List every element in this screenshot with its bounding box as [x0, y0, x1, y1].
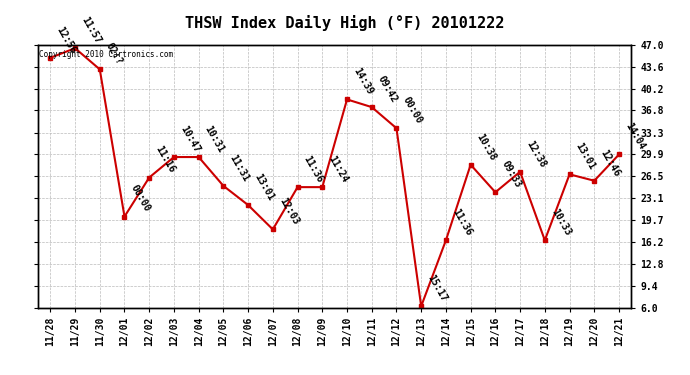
Text: 12:46: 12:46 — [598, 147, 622, 178]
Text: 12:03: 12:03 — [277, 196, 300, 226]
Text: 11:31: 11:31 — [228, 153, 251, 183]
Text: 10:38: 10:38 — [475, 132, 498, 162]
Text: 09:33: 09:33 — [500, 159, 523, 189]
Text: 10:47: 10:47 — [178, 124, 201, 154]
Text: 00:00: 00:00 — [401, 95, 424, 126]
Text: 10:31: 10:31 — [203, 124, 226, 154]
Text: 12:56: 12:56 — [55, 25, 78, 55]
Text: 12:38: 12:38 — [524, 138, 548, 169]
Text: 11:36: 11:36 — [450, 207, 473, 237]
Text: 14:39: 14:39 — [351, 66, 375, 97]
Text: Copyright 2010 Cartronics.com: Copyright 2010 Cartronics.com — [39, 50, 172, 59]
Text: 13:01: 13:01 — [253, 172, 275, 202]
Text: 11:57: 11:57 — [79, 15, 103, 45]
Text: 15:17: 15:17 — [425, 273, 449, 303]
Text: 02:?: 02:? — [104, 41, 124, 66]
Text: 11:36: 11:36 — [302, 154, 325, 184]
Text: 13:01: 13:01 — [573, 141, 597, 171]
Text: 10:33: 10:33 — [549, 207, 572, 237]
Text: THSW Index Daily High (°F) 20101222: THSW Index Daily High (°F) 20101222 — [186, 15, 504, 31]
Text: 11:16: 11:16 — [153, 144, 177, 175]
Text: 14:04: 14:04 — [623, 121, 647, 152]
Text: 09:42: 09:42 — [376, 74, 400, 104]
Text: 00:00: 00:00 — [128, 183, 152, 214]
Text: 11:24: 11:24 — [326, 154, 350, 184]
